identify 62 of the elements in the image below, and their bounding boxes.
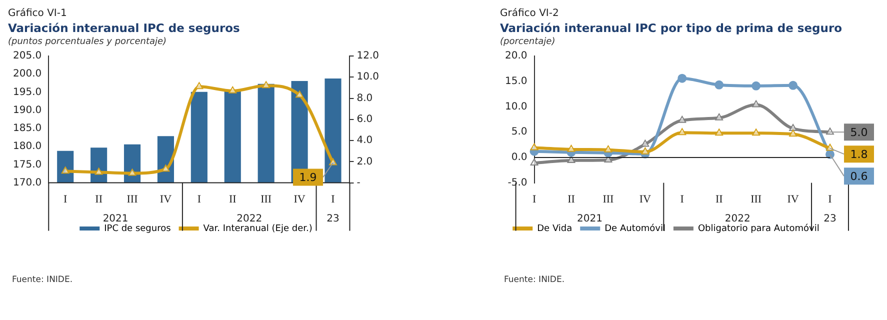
text: Gráfico VI-1: [8, 8, 68, 19]
y2-tick-label: 12.0: [356, 50, 379, 62]
x-tick-label: III: [750, 193, 762, 206]
y-tick-label: 200.0: [12, 68, 42, 80]
legend-label: De Automóvil: [604, 222, 666, 234]
y-tick-label: -5.0: [508, 177, 528, 188]
y2-tick-label: 4.0: [356, 135, 373, 146]
text: 23: [824, 213, 836, 224]
x-tick-label: II: [228, 193, 237, 206]
x-tick-label: II: [568, 193, 576, 206]
source-note: Fuente: INIDE.: [504, 275, 566, 285]
legend-label: Var. Interanual (Eje der.): [203, 224, 312, 234]
x-tick-label: III: [260, 193, 272, 206]
text: Gráfico VI-2: [500, 8, 560, 19]
x-tick-label: IV: [160, 193, 172, 206]
legend-label: Obligatorio para Automóvil: [698, 222, 820, 234]
source-note: Fuente: INIDE.: [12, 275, 74, 285]
text: 2022: [236, 213, 262, 224]
chart-subtitle: (puntos porcentuales y porcentaje): [8, 37, 168, 47]
y-tick-label: 195.0: [12, 86, 42, 98]
y-tick-label: 170.0: [12, 177, 42, 188]
y-tick-label: 190.0: [12, 104, 42, 116]
y-tick-label: 10.0: [505, 101, 528, 112]
y2-tick-label: 10.0: [356, 72, 379, 83]
x-tick-label: I: [828, 193, 832, 206]
data-label: 1.9: [299, 171, 317, 184]
chart-title: Variación interanual IPC de seguros: [8, 21, 241, 35]
y2-tick-label: 6.0: [356, 114, 373, 125]
y2-tick-label: 8.0: [356, 92, 373, 104]
text: 2021: [576, 213, 602, 224]
data-label: 0.6: [850, 170, 868, 183]
y2-tick-label: -: [356, 177, 361, 188]
x-tick-label: IV: [639, 193, 652, 206]
y2-tick-label: 2.0: [356, 156, 373, 168]
x-tick-label: I: [197, 193, 202, 206]
y-tick-label: 5.0: [511, 126, 528, 138]
x-tick-label: II: [715, 193, 724, 206]
text: 2021: [102, 213, 128, 224]
y-tick-label: 15.0: [505, 76, 528, 87]
x-tick-label: III: [126, 193, 138, 206]
chart-title: Variación interanual IPC por tipo de prima de seguro: [500, 21, 844, 35]
legend-label: De Vida: [537, 224, 572, 234]
legend-label: IPC de seguros: [104, 224, 172, 234]
x-tick-label: IV: [787, 193, 799, 206]
text: 23: [326, 213, 340, 224]
chart-subtitle: (porcentaje): [500, 37, 556, 47]
y-tick-label: 185.0: [12, 123, 42, 134]
x-tick-label: I: [64, 193, 68, 206]
x-tick-label: II: [95, 193, 103, 206]
x-tick-label: I: [680, 193, 684, 206]
y-tick-label: 205.0: [12, 50, 42, 62]
y-tick-label: 180.0: [12, 141, 42, 152]
data-label: 5.0: [850, 126, 868, 139]
text: 2022: [724, 213, 750, 224]
data-label: 1.8: [850, 148, 868, 161]
y-tick-label: 175.0: [12, 159, 42, 170]
x-tick-label: IV: [294, 193, 306, 206]
x-tick-label: I: [331, 193, 336, 206]
y-tick-label: 0.0: [511, 152, 528, 164]
x-tick-label: I: [532, 193, 536, 206]
y-tick-label: 20.0: [505, 50, 528, 62]
x-tick-label: III: [602, 193, 614, 206]
